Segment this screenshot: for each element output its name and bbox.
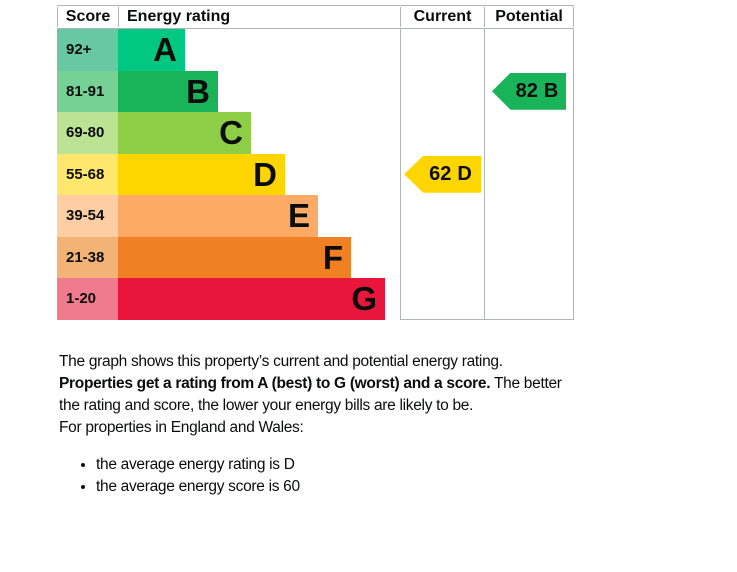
potential-column-cell bbox=[484, 29, 574, 71]
potential-column-cell bbox=[484, 278, 574, 320]
band-letter-e: E bbox=[287, 197, 310, 235]
band-letter-d: D bbox=[253, 155, 277, 193]
rating-bar-cell: B bbox=[118, 70, 400, 112]
current-column-cell bbox=[400, 278, 484, 320]
rating-bar-d: D bbox=[118, 153, 285, 195]
band-row-c: 69-80 C bbox=[57, 112, 574, 154]
score-range-label: 21-38 bbox=[57, 236, 118, 278]
score-range-label: 39-54 bbox=[57, 195, 118, 237]
potential-column-cell: 82 B bbox=[484, 70, 574, 112]
rating-explanation-bold: Properties get a rating from A (best) to… bbox=[59, 374, 491, 392]
potential-column-cell bbox=[484, 112, 574, 154]
rating-bar-b: B bbox=[118, 70, 218, 112]
current-column-cell bbox=[400, 195, 484, 237]
score-range-label: 81-91 bbox=[57, 70, 118, 112]
rating-bar-cell: F bbox=[118, 236, 400, 278]
average-rating-item: the average energy rating is D bbox=[96, 454, 679, 476]
score-range-label: 55-68 bbox=[57, 153, 118, 195]
band-row-d: 55-68 D 62 D bbox=[57, 153, 574, 195]
band-letter-g: G bbox=[351, 280, 377, 318]
graph-description: The graph shows this property’s current … bbox=[59, 352, 503, 370]
band-row-e: 39-54 E bbox=[57, 195, 574, 237]
score-range-label: 92+ bbox=[57, 29, 118, 71]
current-column-cell bbox=[400, 112, 484, 154]
band-row-a: 92+ A bbox=[57, 29, 574, 71]
current-column-cell: 62 D bbox=[400, 153, 484, 195]
current-score-value: 62 bbox=[429, 162, 452, 185]
band-letter-c: C bbox=[219, 114, 243, 152]
rating-explanation: Properties get a rating from A (best) to… bbox=[59, 373, 679, 417]
epc-rating-chart: Score Energy rating Current Potential 92… bbox=[57, 5, 574, 320]
header-potential: Potential bbox=[484, 7, 574, 27]
epc-description-text: The graph shows this property’s current … bbox=[59, 351, 679, 498]
band-letter-b: B bbox=[186, 72, 210, 110]
chart-header-row: Score Energy rating Current Potential bbox=[57, 5, 574, 29]
current-band-letter: D bbox=[457, 162, 472, 185]
rating-bar-c: C bbox=[118, 112, 251, 154]
rating-bar-f: F bbox=[118, 236, 351, 278]
current-column-cell bbox=[400, 29, 484, 71]
rating-bar-cell: A bbox=[118, 29, 400, 71]
potential-band-letter: B bbox=[543, 79, 559, 102]
band-row-b: 81-91 B 82 B bbox=[57, 70, 574, 112]
current-column-cell bbox=[400, 70, 484, 112]
potential-score-value: 82 bbox=[515, 79, 538, 102]
rating-bar-cell: E bbox=[118, 195, 400, 237]
average-score-item: the average energy score is 60 bbox=[96, 476, 679, 498]
average-stats-list: the average energy rating is D the avera… bbox=[59, 454, 679, 498]
potential-column-cell bbox=[484, 236, 574, 278]
score-range-label: 69-80 bbox=[57, 112, 118, 154]
rating-explanation-rest-line2: the rating and score, the lower your ene… bbox=[59, 396, 474, 414]
current-rating-arrow: 62 D bbox=[404, 155, 481, 193]
header-score: Score bbox=[57, 7, 118, 27]
score-range-label: 1-20 bbox=[57, 278, 118, 320]
rating-bar-e: E bbox=[118, 195, 318, 237]
header-energy-rating: Energy rating bbox=[118, 7, 400, 27]
england-wales-intro: For properties in England and Wales: bbox=[59, 418, 304, 436]
band-row-f: 21-38 F bbox=[57, 236, 574, 278]
rating-explanation-rest-line1: The better bbox=[493, 374, 562, 392]
potential-column-cell bbox=[484, 153, 574, 195]
rating-bar-g: G bbox=[118, 278, 385, 320]
band-letter-f: F bbox=[322, 238, 343, 276]
current-column-cell bbox=[400, 236, 484, 278]
rating-bar-cell: G bbox=[118, 278, 400, 320]
potential-rating-arrow: 82 B bbox=[492, 72, 566, 110]
band-letter-a: A bbox=[153, 31, 177, 69]
rating-bar-a: A bbox=[118, 29, 185, 71]
rating-bar-cell: C bbox=[118, 112, 400, 154]
band-row-g: 1-20 G bbox=[57, 278, 574, 320]
header-current: Current bbox=[400, 7, 484, 27]
potential-column-cell bbox=[484, 195, 574, 237]
rating-bar-cell: D bbox=[118, 153, 400, 195]
